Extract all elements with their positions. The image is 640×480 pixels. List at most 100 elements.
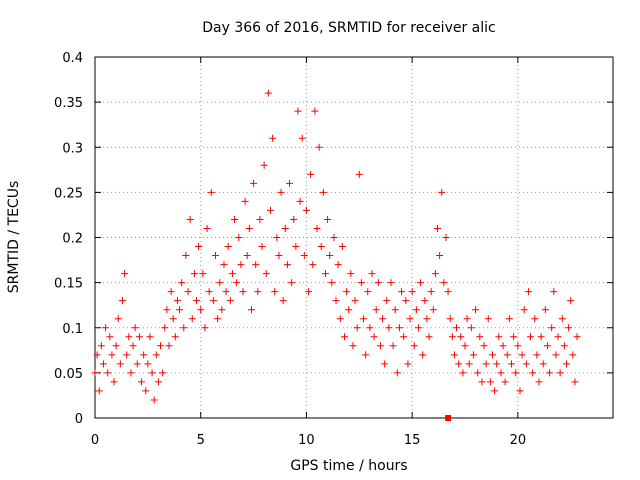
data-point [531, 315, 539, 323]
data-point [321, 270, 329, 278]
data-point [469, 351, 477, 359]
data-point [256, 215, 264, 223]
data-point [330, 234, 338, 241]
data-point [419, 351, 427, 359]
data-point [349, 342, 357, 350]
data-point [245, 224, 253, 232]
data-point [334, 261, 342, 269]
data-point [209, 297, 217, 305]
data-point [319, 188, 327, 196]
data-point [520, 306, 528, 314]
data-point [214, 315, 222, 323]
data-point [467, 324, 475, 332]
data-point [522, 360, 530, 368]
y-axis-title: SRMTID / TECUs [6, 181, 22, 294]
data-point [131, 324, 139, 332]
y-tick-label: 0.35 [54, 96, 83, 111]
data-point [247, 306, 255, 314]
data-point [503, 351, 511, 359]
x-axis-title: GPS time / hours [290, 458, 407, 474]
data-point [442, 234, 450, 241]
data-point [431, 270, 439, 278]
data-point [362, 351, 370, 359]
data-point [121, 270, 129, 278]
data-point [127, 369, 135, 377]
data-point [112, 342, 120, 350]
data-point [201, 324, 209, 332]
data-point [482, 360, 490, 368]
data-point [258, 243, 266, 251]
data-point [159, 369, 167, 377]
data-point [444, 288, 452, 296]
data-point [417, 279, 425, 287]
data-point [478, 378, 486, 386]
data-point [484, 315, 492, 323]
data-point [125, 333, 133, 341]
data-point [541, 306, 549, 314]
data-point [353, 324, 361, 332]
data-point [505, 315, 513, 323]
data-point [241, 197, 249, 205]
y-tick-label: 0.05 [54, 367, 83, 382]
data-point [97, 342, 105, 350]
data-point [336, 315, 344, 323]
data-point [569, 351, 577, 359]
y-tick-label: 0.1 [62, 322, 83, 337]
data-point [546, 369, 554, 377]
data-point [351, 297, 359, 305]
data-point [501, 378, 509, 386]
data-point [235, 234, 243, 241]
data-point [239, 288, 247, 296]
data-point [195, 243, 203, 251]
data-point [157, 342, 165, 350]
data-point [510, 333, 518, 341]
data-point [260, 161, 268, 169]
data-point [516, 387, 524, 395]
data-point [562, 360, 570, 368]
data-point [231, 215, 239, 223]
data-point [539, 360, 547, 368]
data-point [379, 315, 387, 323]
data-point [455, 360, 463, 368]
data-point [146, 333, 154, 341]
x-tick-label: 20 [510, 433, 527, 448]
data-point [262, 270, 270, 278]
data-point [222, 288, 230, 296]
data-point [296, 197, 304, 205]
data-point [288, 279, 296, 287]
data-point [182, 252, 190, 260]
data-point [387, 279, 395, 287]
data-point [381, 360, 389, 368]
data-point [474, 369, 482, 377]
data-point [108, 351, 116, 359]
data-point [266, 206, 274, 214]
data-point [199, 270, 207, 278]
data-point [488, 351, 496, 359]
data-point [497, 369, 505, 377]
data-point [554, 333, 562, 341]
data-point [188, 315, 196, 323]
data-point [370, 333, 378, 341]
data-point [518, 351, 526, 359]
data-point [216, 279, 224, 287]
data-point [364, 288, 372, 296]
data-point [565, 324, 573, 332]
x-tick-label: 10 [298, 433, 315, 448]
data-point [385, 324, 393, 332]
data-point [212, 252, 220, 260]
y-axis: 0 0.05 0.1 0.15 0.2 0.25 0.3 0.35 0.4 [54, 51, 613, 427]
data-point [427, 288, 435, 296]
data-point [275, 252, 283, 260]
data-point [558, 315, 566, 323]
data-point [573, 333, 581, 341]
data-point [514, 342, 522, 350]
extra-markers [445, 415, 452, 421]
y-tick-label: 0 [75, 412, 83, 427]
data-point [499, 342, 507, 350]
data-point [178, 279, 186, 287]
data-point [429, 306, 437, 314]
data-point [135, 333, 143, 341]
square-marker [445, 415, 452, 421]
data-point [524, 288, 532, 296]
